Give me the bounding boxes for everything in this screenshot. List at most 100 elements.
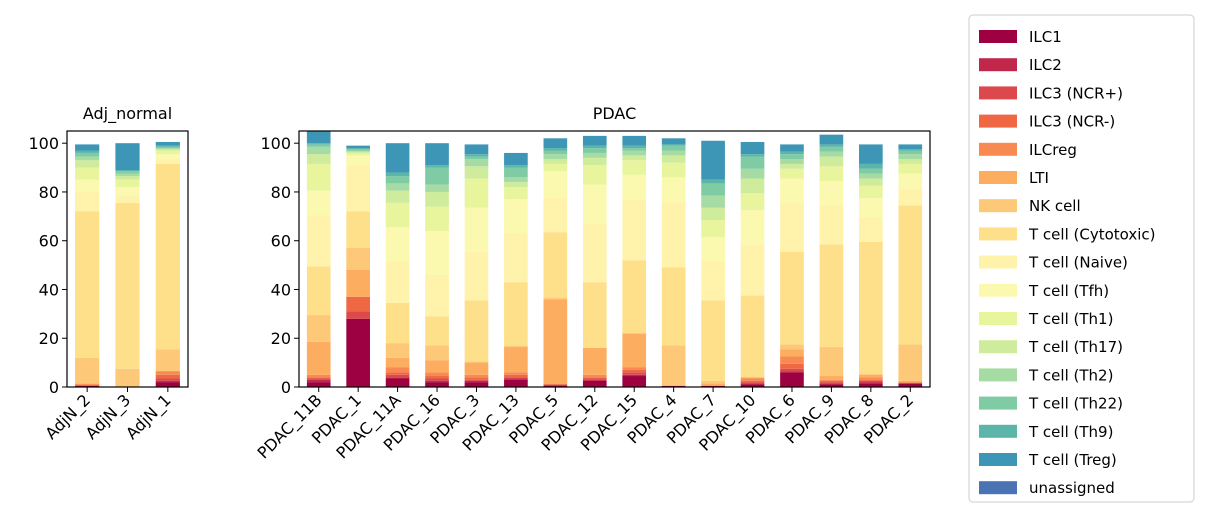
bar-segment-PDAC_12-2 [582, 378, 607, 380]
bar-segment-AdjN_2-11 [75, 160, 100, 168]
bar-segment-PDAC_9-15 [819, 134, 844, 145]
bar-segment-PDAC_11B-1 [306, 379, 331, 383]
bar-segment-PDAC_15-11 [622, 155, 647, 161]
legend-swatch [979, 199, 1017, 213]
bar-segment-PDAC_11A-4 [385, 367, 410, 373]
bar-segment-AdjN_3-13 [115, 171, 140, 174]
bar-segment-PDAC_11B-5 [306, 341, 331, 375]
bar-segment-AdjN_2-5 [75, 383, 100, 385]
bar-segment-PDAC_13-15 [504, 152, 528, 166]
bar-segment-PDAC_6-4 [780, 356, 804, 364]
legend-swatch [979, 340, 1017, 354]
legend-label: unassigned [1029, 479, 1115, 497]
bar-segment-PDAC_5-7 [543, 232, 568, 299]
bar-segment-PDAC_5-13 [543, 150, 568, 155]
legend-swatch [979, 453, 1017, 466]
bar-segment-PDAC_7-5 [701, 383, 725, 386]
bar-segment-PDAC_11B-2 [306, 378, 331, 380]
y-tick-label: 20 [271, 329, 291, 348]
bar-segment-PDAC_13-3 [504, 374, 528, 378]
bar-segment-AdjN_2-7 [75, 211, 100, 358]
bar-segment-PDAC_12-14 [582, 145, 607, 149]
bar-segment-PDAC_5-9 [543, 171, 568, 199]
bar-segment-PDAC_9-4 [819, 379, 844, 381]
bar-segment-PDAC_13-11 [504, 182, 528, 188]
legend-label: T cell (Th1) [1028, 310, 1113, 328]
bar-segment-AdjN_1-14 [155, 145, 180, 147]
bar-segment-PDAC_12-11 [582, 157, 607, 166]
legend-label: T cell (Treg) [1028, 451, 1117, 469]
bar-segment-PDAC_4-0 [661, 385, 686, 387]
bar-segment-PDAC_6-2 [780, 368, 804, 372]
bar-segment-PDAC_8-6 [859, 373, 883, 375]
bar-segment-PDAC_16-1 [425, 380, 449, 383]
legend-swatch [979, 227, 1017, 241]
bar-segment-PDAC_1-6 [346, 248, 370, 270]
bar-segment-PDAC_15-9 [622, 174, 647, 200]
bar-segment-PDAC_12-3 [582, 377, 607, 379]
legend-swatch [979, 30, 1017, 43]
bar-segment-PDAC_12-15 [582, 135, 607, 146]
bar-segment-PDAC_1-10 [346, 152, 370, 156]
bar-segment-PDAC_6-15 [780, 144, 804, 152]
bar-segment-PDAC_9-3 [819, 380, 844, 383]
bar-segment-PDAC_16-14 [425, 165, 449, 168]
bar-segment-PDAC_8-5 [859, 374, 883, 378]
bar-segment-PDAC_1-11 [346, 151, 370, 153]
bar-segment-PDAC_12-4 [582, 374, 607, 378]
bar-segment-PDAC_8-14 [859, 163, 883, 169]
bar-segment-PDAC_16-15 [425, 143, 449, 166]
bar-segment-PDAC_7-14 [701, 179, 725, 184]
bar-segment-PDAC_11B-4 [306, 374, 331, 378]
bar-segment-PDAC_13-13 [504, 167, 528, 178]
y-tick-label: 20 [39, 329, 59, 348]
legend-swatch [979, 255, 1017, 269]
bar-segment-PDAC_10-0 [740, 384, 765, 387]
legend-label: T cell (Naive) [1028, 254, 1128, 272]
bar-segment-AdjN_3-7 [115, 202, 140, 369]
bar-segment-PDAC_16-6 [425, 345, 449, 361]
bar-segment-AdjN_3-11 [115, 176, 140, 180]
bar-segment-AdjN_1-10 [155, 150, 180, 155]
bar-segment-PDAC_10-14 [740, 154, 765, 157]
bar-segment-PDAC_3-1 [464, 380, 489, 383]
bar-segment-PDAC_16-0 [425, 382, 449, 387]
bar-segment-PDAC_8-8 [859, 217, 883, 242]
bar-segment-AdjN_1-6 [155, 349, 180, 372]
y-tick-label: 80 [271, 183, 291, 202]
bar-segment-AdjN_2-9 [75, 179, 100, 192]
y-tick-label: 60 [39, 232, 59, 251]
y-tick-label: 100 [28, 134, 59, 153]
bar-segment-PDAC_2-13 [898, 150, 923, 155]
bar-segment-PDAC_8-15 [859, 144, 883, 164]
bar-segment-PDAC_2-8 [898, 188, 923, 206]
bar-segment-PDAC_6-12 [780, 159, 804, 164]
bar-segment-AdjN_2-3 [75, 384, 100, 386]
bar-segment-AdjN_3-12 [115, 173, 140, 177]
bar-segment-PDAC_13-2 [504, 377, 528, 379]
bar-segment-PDAC_3-0 [464, 382, 489, 387]
bar-segment-AdjN_2-12 [75, 156, 100, 161]
bar-segment-PDAC_11B-0 [306, 382, 331, 387]
bar-segment-PDAC_5-1 [543, 384, 568, 386]
bar-segment-PDAC_11A-12 [385, 183, 410, 191]
bar-segment-PDAC_2-0 [898, 383, 923, 387]
bar-segment-PDAC_15-0 [622, 376, 647, 387]
bar-segment-PDAC_12-13 [582, 148, 607, 153]
y-tick-label: 40 [39, 280, 59, 299]
bar-segment-PDAC_9-6 [819, 346, 844, 377]
bar-segment-AdjN_3-10 [115, 179, 140, 188]
bar-segment-AdjN_1-11 [155, 149, 180, 151]
bar-segment-PDAC_11A-11 [385, 190, 410, 203]
bar-segment-PDAC_7-11 [701, 207, 725, 220]
bar-segment-PDAC_13-12 [504, 177, 528, 183]
bar-segment-AdjN_2-13 [75, 152, 100, 157]
bar-segment-AdjN_3-6 [115, 368, 140, 387]
panel-pdac: PDAC PDAC_11BPDAC_1PDAC_11APDAC_16PDAC_3… [254, 104, 931, 463]
bar-segment-PDAC_9-9 [819, 180, 844, 206]
bar-segment-PDAC_4-8 [661, 201, 686, 268]
bar-segment-AdjN_1-15 [155, 141, 180, 146]
legend-label: T cell (Th22) [1028, 395, 1123, 413]
bar-segment-PDAC_6-0 [780, 372, 804, 387]
bar-segment-PDAC_6-7 [780, 251, 804, 345]
